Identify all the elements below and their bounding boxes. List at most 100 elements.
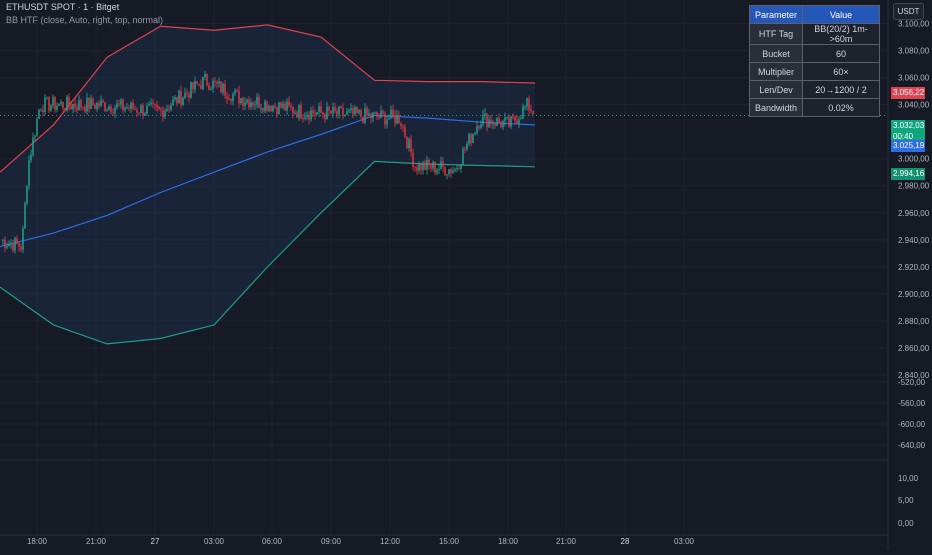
candle-body <box>304 116 306 119</box>
candle-body <box>282 103 284 108</box>
candle-body <box>450 169 452 174</box>
candle-body <box>138 112 140 114</box>
candle-body <box>86 97 88 112</box>
price-tick-label: 2.840,00 <box>898 371 930 380</box>
candle-body <box>6 246 8 248</box>
candle-body <box>460 164 462 169</box>
candle-body <box>348 110 350 112</box>
candle-body <box>518 119 520 124</box>
candle-body <box>110 106 112 113</box>
candle-body <box>354 107 356 115</box>
candle-body <box>160 109 162 110</box>
candle-body <box>182 97 184 105</box>
candle-body <box>90 98 92 109</box>
time-tick-label: 03:00 <box>674 537 695 546</box>
candle-body <box>220 81 222 93</box>
table-header-value: Value <box>802 5 880 24</box>
candle-body <box>448 169 450 175</box>
candle-body <box>372 112 374 118</box>
candle-body <box>344 114 346 116</box>
candle-body <box>144 113 146 116</box>
candle-body <box>42 109 44 112</box>
candle-body <box>404 127 406 137</box>
candle-body <box>466 143 468 150</box>
candle-body <box>154 103 156 105</box>
candle-body <box>352 108 354 115</box>
candle-body <box>212 80 214 89</box>
candle-body <box>358 110 360 114</box>
candle-body <box>276 107 278 115</box>
candle-body <box>474 132 476 135</box>
candle-body <box>502 121 504 128</box>
candle-body <box>414 166 416 168</box>
candle-body <box>412 152 414 167</box>
candle-body <box>368 113 370 116</box>
candle-body <box>126 107 128 109</box>
candle-body <box>226 95 228 99</box>
candle-body <box>68 96 70 106</box>
candle-body <box>418 163 420 171</box>
candle-body <box>288 101 290 106</box>
candle-body <box>164 110 166 118</box>
candle-body <box>428 160 430 166</box>
candle-body <box>170 105 172 110</box>
candle-body <box>408 139 410 148</box>
candle-body <box>8 243 10 247</box>
candle-body <box>330 110 332 114</box>
indicator-legend[interactable]: BB HTF (close, Auto, right, top, normal) <box>6 15 164 25</box>
currency-button[interactable]: USDT <box>893 3 924 20</box>
candle-body <box>224 83 226 96</box>
price-tick-label: 2.900,00 <box>898 290 930 299</box>
candle-body <box>258 96 260 109</box>
price-tick-label: 3.040,00 <box>898 101 930 110</box>
candle-body <box>468 134 470 144</box>
candle-body <box>152 102 154 104</box>
candle-body <box>200 84 202 90</box>
candle-body <box>32 137 34 155</box>
time-tick-label: 27 <box>151 537 160 546</box>
candle-body <box>278 102 280 115</box>
indicator-tick-label: -640,00 <box>898 441 926 450</box>
candle-body <box>470 134 472 144</box>
candle-body <box>382 110 384 114</box>
candle-body <box>458 168 460 169</box>
candle-body <box>430 165 432 169</box>
candle-body <box>436 170 438 173</box>
candle-body <box>48 97 50 111</box>
price-tick-label: 3.060,00 <box>898 74 930 83</box>
candle-body <box>360 110 362 117</box>
upper-band-price-tag: 3.056,22 <box>891 87 925 99</box>
candle-body <box>2 239 4 241</box>
candle-body <box>350 108 352 111</box>
candle-body <box>100 100 102 107</box>
candle-body <box>454 169 456 171</box>
candle-body <box>366 108 368 116</box>
candle-body <box>268 105 270 111</box>
candle-body <box>122 99 124 111</box>
candle-body <box>400 123 402 127</box>
candle-body <box>236 89 238 91</box>
candle-body <box>392 109 394 116</box>
candle-body <box>318 106 320 112</box>
candle-body <box>102 100 104 103</box>
candle-body <box>314 113 316 115</box>
candle-body <box>72 103 74 109</box>
candle-body <box>420 163 422 171</box>
candle-body <box>422 162 424 171</box>
candle-body <box>326 106 328 120</box>
symbol-title[interactable]: ETHUSDT SPOT · 1 · Bitget <box>6 2 120 12</box>
candle-body <box>38 109 40 119</box>
last-price-value: 3.032,03 <box>893 121 925 130</box>
time-tick-label: 12:00 <box>380 537 401 546</box>
candle-body <box>134 109 136 110</box>
price-tick-label: 3.000,00 <box>898 155 930 164</box>
candle-body <box>12 243 14 251</box>
indicator-tick-label: -560,00 <box>898 399 926 408</box>
candle-body <box>92 98 94 106</box>
candle-body <box>452 170 454 174</box>
candle-body <box>94 105 96 109</box>
candle-body <box>132 102 134 110</box>
candle-body <box>416 167 418 171</box>
